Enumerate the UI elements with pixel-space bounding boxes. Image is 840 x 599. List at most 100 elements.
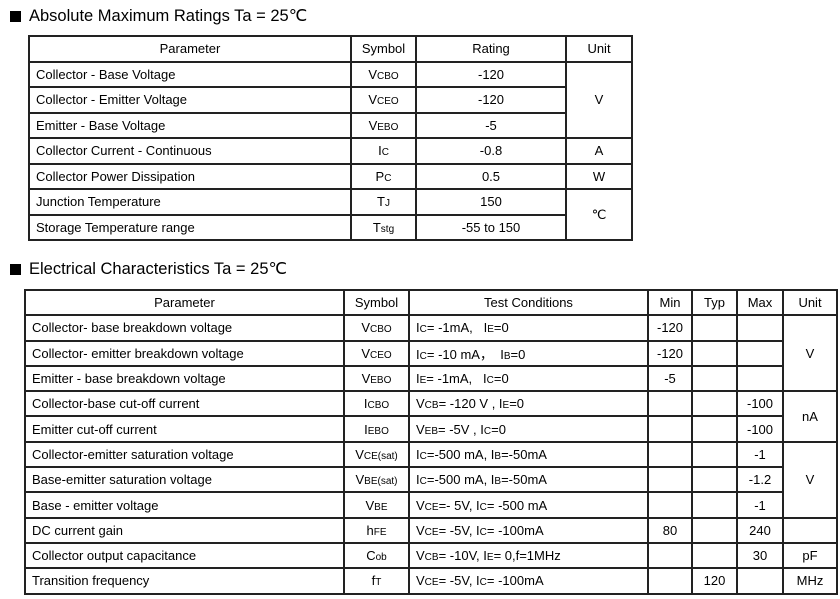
symbol-subscript: stg [380, 223, 395, 235]
condition-text: V [416, 522, 425, 538]
condition-text: I [498, 396, 503, 412]
header-parameter: Parameter [28, 35, 352, 63]
header-parameter: Parameter [24, 288, 345, 317]
symbol-subscript: C [384, 172, 392, 184]
condition-text: V [416, 573, 425, 589]
cell-typ [691, 314, 738, 342]
cell-symbol: VEBO [350, 111, 417, 139]
cell-typ [691, 339, 738, 367]
cell-min [647, 440, 693, 469]
symbol-subscript: CE(sat) [363, 450, 398, 462]
table-row: Collector - Emitter Voltage VCEO -120 [28, 86, 632, 114]
cell-parameter: Collector- emitter breakdown voltage [24, 339, 345, 367]
cell-symbol: VCBO [343, 314, 410, 342]
condition-subscript: C [483, 425, 492, 437]
condition-text: I [416, 472, 420, 488]
cell-unit [782, 516, 838, 544]
condition-text: I [416, 320, 420, 336]
condition-subscript: CE [424, 501, 439, 513]
header-max: Max [736, 288, 784, 317]
condition-text: I [483, 371, 487, 387]
symbol-subscript: CBO [370, 324, 392, 336]
table-row: Collector - Base Voltage VCBO -120 V [28, 60, 633, 139]
condition-text: =-50mA [501, 472, 547, 488]
condition-text: I [483, 320, 488, 336]
cell-symbol: VEBO [343, 364, 410, 393]
cell-min [647, 415, 693, 443]
symbol-subscript: CBO [377, 70, 399, 82]
cell-unit: nA [782, 390, 838, 443]
cell-test-conditions: IC=-500 mA, IB=-50mA [408, 440, 649, 469]
cell-max [736, 364, 784, 393]
cell-test-conditions: VEB= -5V , IC=0 [408, 415, 649, 443]
cell-symbol: VCE(sat) [343, 440, 410, 469]
cell-parameter: Collector output capacitance [24, 541, 345, 570]
table-row: Base - emitter voltage VBE VCE=- 5V, IC= -… [24, 491, 837, 519]
cell-test-conditions: VCE= -5V, IC= -100mA [408, 516, 649, 544]
cell-symbol: IEBO [343, 415, 410, 443]
symbol-main: V [361, 320, 370, 336]
condition-subscript: C [479, 577, 487, 589]
symbol-subscript: J [384, 198, 390, 210]
cell-test-conditions: IC= -1mA, IE=0 [408, 314, 649, 342]
condition-text: =0 [493, 320, 509, 336]
cell-parameter: Junction Temperature [28, 188, 352, 216]
symbol-main: P [375, 168, 385, 184]
condition-subscript: CB [424, 552, 439, 564]
bullet-square-icon [10, 10, 21, 22]
cell-max: -1 [736, 491, 784, 519]
condition-text: = -5V , I [438, 421, 484, 437]
symbol-main: I [364, 421, 368, 437]
cell-typ: 120 [691, 567, 738, 595]
cell-parameter: Emitter cut-off current [24, 415, 345, 443]
condition-text: =- 5V, I [438, 497, 480, 513]
condition-text: I [500, 346, 504, 362]
cell-unit: pF [782, 541, 838, 570]
section-title: Absolute Maximum Ratings Ta = 25℃ [29, 7, 308, 25]
cell-parameter: Storage Temperature range [28, 213, 352, 241]
header-symbol: Symbol [343, 288, 410, 317]
table-row: Collector Power Dissipation PC 0.5 W [28, 162, 633, 190]
symbol-subscript: ob [375, 552, 387, 564]
condition-subscript: E [419, 375, 427, 387]
symbol-main: f [371, 573, 376, 589]
condition-text: = -100mA [486, 522, 544, 538]
symbol-main: V [355, 446, 364, 462]
condition-text: =-500 mA, I [426, 446, 495, 462]
symbol-main: V [361, 345, 370, 361]
condition-text: = -5V, I [438, 522, 480, 538]
condition-subscript: E [486, 552, 494, 564]
symbol-subscript: EBO [377, 121, 399, 133]
table-row: Transition frequency fT VCE= -5V, IC= -100… [24, 567, 838, 595]
symbol-subscript: CEO [370, 349, 392, 361]
condition-text: =0 [510, 346, 526, 362]
cell-test-conditions: IE= -1mA, IC=0 [408, 364, 649, 393]
cell-rating: 0.5 [415, 162, 567, 190]
condition-text: = -10V, I [438, 548, 487, 564]
cell-typ [691, 541, 738, 570]
cell-parameter: Base - emitter voltage [24, 491, 345, 519]
cell-symbol: Cob [343, 541, 410, 570]
symbol-main: T [377, 194, 385, 210]
condition-subscript: C [419, 476, 427, 488]
cell-typ [691, 364, 738, 393]
symbol-main: T [372, 219, 381, 235]
section-heading-electrical: Electrical Characteristics Ta = 25℃ [10, 259, 287, 279]
symbol-main: V [365, 497, 375, 513]
table-row: Collector- base breakdown voltage VCBO IC=… [24, 314, 838, 393]
condition-text: =0 [491, 421, 506, 437]
symbol-subscript: BE [374, 501, 388, 513]
cell-typ [691, 440, 738, 469]
cell-parameter: DC current gain [24, 516, 345, 544]
cell-symbol: hFE [343, 516, 410, 544]
condition-subscript: CE [424, 526, 439, 538]
cell-symbol: VBE(sat) [343, 466, 410, 494]
cell-parameter: Collector - Base Voltage [28, 60, 352, 88]
section-heading-absolute-max: Absolute Maximum Ratings Ta = 25℃ [10, 6, 307, 26]
condition-subscript: EB [424, 425, 439, 437]
condition-subscript: C [419, 324, 427, 336]
condition-text: = -500 mA [486, 497, 548, 513]
symbol-subscript: EBO [367, 425, 389, 437]
cell-typ [691, 516, 738, 544]
cell-typ [691, 466, 738, 494]
